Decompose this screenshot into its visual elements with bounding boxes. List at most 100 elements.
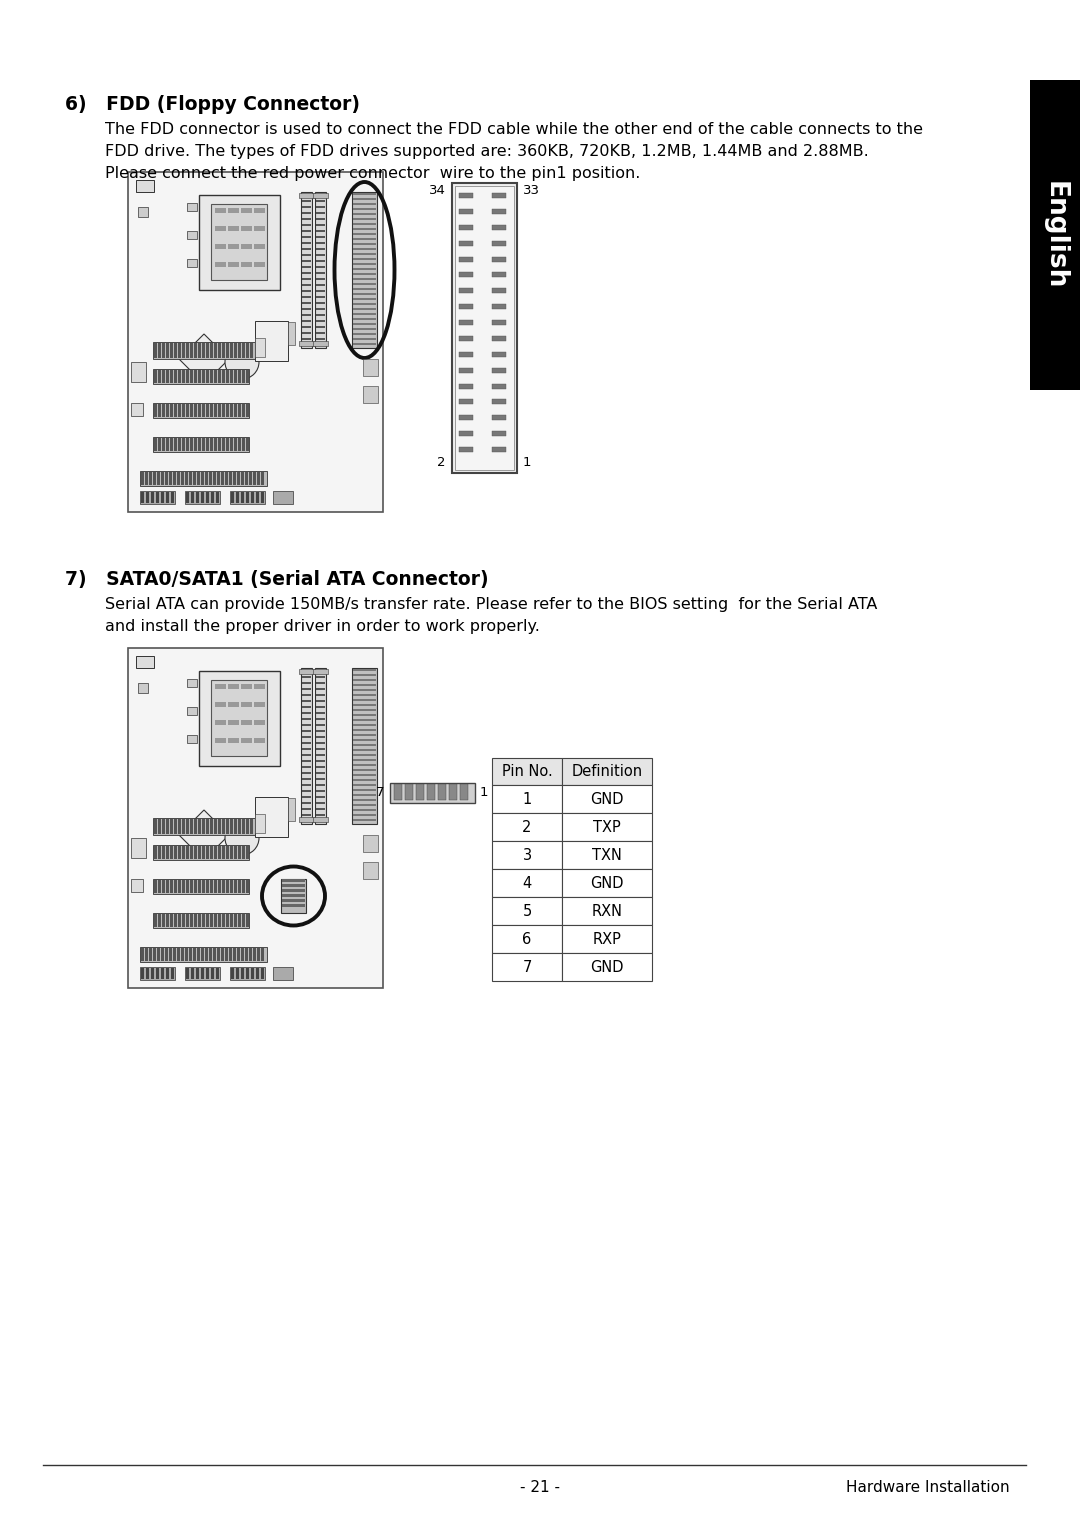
Bar: [222, 914, 225, 927]
Bar: [222, 404, 225, 417]
Bar: [316, 735, 325, 739]
Bar: [316, 338, 325, 339]
Bar: [316, 320, 325, 323]
Bar: [161, 492, 164, 503]
Bar: [353, 298, 376, 300]
Bar: [246, 404, 248, 417]
Bar: [313, 816, 328, 823]
Bar: [353, 739, 376, 742]
Bar: [166, 437, 168, 451]
Bar: [189, 472, 191, 485]
Bar: [353, 708, 376, 711]
Bar: [190, 881, 192, 893]
Bar: [197, 948, 200, 962]
Bar: [492, 257, 507, 261]
Bar: [194, 881, 197, 893]
Bar: [210, 948, 212, 962]
Bar: [316, 307, 325, 310]
Bar: [255, 338, 265, 356]
Bar: [316, 301, 325, 304]
Bar: [353, 283, 376, 284]
Bar: [302, 254, 311, 255]
Bar: [229, 472, 231, 485]
Bar: [225, 472, 228, 485]
Bar: [273, 491, 293, 505]
Bar: [198, 342, 201, 358]
Bar: [187, 231, 197, 239]
Bar: [195, 492, 199, 503]
Bar: [197, 472, 200, 485]
Bar: [214, 820, 216, 833]
Bar: [492, 225, 507, 229]
Text: Definition: Definition: [571, 764, 643, 778]
Bar: [214, 370, 216, 382]
Bar: [316, 344, 325, 346]
Bar: [495, 777, 517, 801]
Bar: [166, 404, 168, 417]
Bar: [390, 783, 475, 803]
Bar: [154, 437, 157, 451]
Bar: [302, 778, 311, 780]
Bar: [206, 404, 208, 417]
Bar: [156, 968, 159, 979]
Bar: [256, 968, 259, 979]
Bar: [218, 342, 220, 358]
Bar: [302, 248, 311, 251]
Bar: [302, 699, 311, 702]
Bar: [241, 245, 252, 249]
Bar: [158, 370, 161, 382]
Bar: [316, 801, 325, 804]
Bar: [166, 881, 168, 893]
Bar: [249, 472, 252, 485]
Bar: [492, 898, 562, 925]
Bar: [237, 472, 240, 485]
Bar: [302, 795, 311, 798]
Bar: [353, 228, 376, 229]
Bar: [302, 307, 311, 310]
Bar: [158, 846, 161, 859]
Bar: [316, 295, 325, 298]
Bar: [201, 948, 203, 962]
Bar: [353, 754, 376, 755]
Bar: [257, 948, 259, 962]
Bar: [302, 295, 311, 298]
Bar: [141, 968, 144, 979]
Bar: [353, 794, 376, 797]
Bar: [459, 384, 473, 388]
Bar: [302, 332, 311, 333]
Bar: [459, 304, 473, 309]
Bar: [140, 946, 267, 962]
Bar: [183, 342, 185, 358]
Bar: [170, 370, 173, 382]
Bar: [492, 416, 507, 420]
Bar: [186, 342, 189, 358]
Bar: [226, 881, 229, 893]
Bar: [194, 820, 197, 833]
Bar: [218, 846, 220, 859]
Bar: [215, 261, 226, 268]
Bar: [302, 735, 311, 739]
Bar: [282, 899, 305, 902]
Bar: [178, 914, 180, 927]
Bar: [492, 352, 507, 356]
Bar: [281, 879, 306, 913]
Text: 6)   FDD (Floppy Connector): 6) FDD (Floppy Connector): [65, 95, 360, 115]
Bar: [234, 370, 237, 382]
Bar: [363, 862, 378, 879]
Bar: [302, 235, 311, 239]
Bar: [214, 914, 216, 927]
Bar: [238, 370, 241, 382]
Bar: [234, 846, 237, 859]
Bar: [302, 813, 311, 816]
Bar: [282, 888, 305, 891]
Bar: [242, 404, 244, 417]
Text: 7: 7: [523, 960, 531, 974]
Bar: [149, 948, 151, 962]
Bar: [316, 676, 325, 677]
Bar: [206, 437, 208, 451]
Bar: [165, 948, 167, 962]
Bar: [316, 742, 325, 745]
Bar: [261, 492, 264, 503]
Bar: [198, 370, 201, 382]
Bar: [233, 948, 235, 962]
